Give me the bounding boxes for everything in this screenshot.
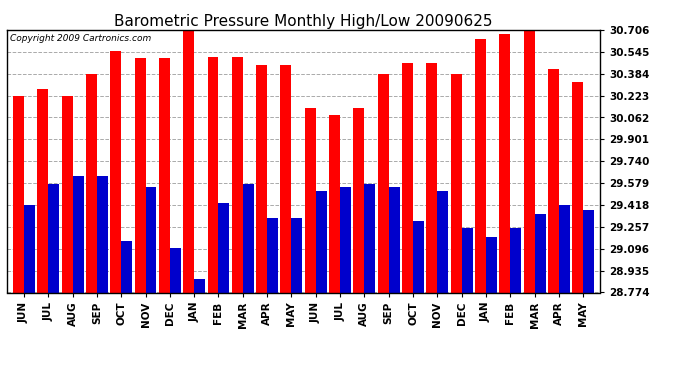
Bar bbox=[524, 28, 535, 292]
Bar bbox=[256, 65, 267, 292]
Bar bbox=[72, 176, 83, 292]
Bar bbox=[413, 221, 424, 292]
Bar bbox=[121, 242, 132, 292]
Bar bbox=[243, 184, 254, 292]
Bar bbox=[462, 228, 473, 292]
Title: Barometric Pressure Monthly High/Low 20090625: Barometric Pressure Monthly High/Low 200… bbox=[115, 14, 493, 29]
Bar bbox=[426, 63, 437, 292]
Bar bbox=[208, 57, 219, 292]
Bar bbox=[37, 89, 48, 292]
Bar bbox=[364, 184, 375, 292]
Bar bbox=[159, 58, 170, 292]
Bar bbox=[232, 57, 243, 292]
Bar bbox=[135, 58, 146, 292]
Bar bbox=[86, 74, 97, 292]
Bar bbox=[184, 28, 194, 292]
Bar bbox=[281, 65, 291, 292]
Bar bbox=[329, 115, 340, 292]
Bar bbox=[437, 191, 448, 292]
Bar bbox=[267, 218, 278, 292]
Bar bbox=[194, 279, 205, 292]
Bar bbox=[146, 187, 157, 292]
Text: Copyright 2009 Cartronics.com: Copyright 2009 Cartronics.com bbox=[10, 34, 151, 43]
Bar bbox=[583, 210, 594, 292]
Bar bbox=[402, 63, 413, 292]
Bar bbox=[486, 237, 497, 292]
Bar bbox=[13, 96, 24, 292]
Bar bbox=[353, 108, 364, 292]
Bar bbox=[511, 228, 521, 292]
Bar bbox=[316, 191, 326, 292]
Bar bbox=[500, 33, 511, 292]
Bar bbox=[291, 218, 302, 292]
Bar bbox=[388, 187, 400, 292]
Bar bbox=[340, 187, 351, 292]
Bar bbox=[475, 39, 486, 292]
Bar bbox=[305, 108, 316, 292]
Bar bbox=[110, 51, 121, 292]
Bar bbox=[48, 184, 59, 292]
Bar bbox=[378, 74, 388, 292]
Bar bbox=[535, 214, 546, 292]
Bar bbox=[559, 205, 570, 292]
Bar bbox=[219, 203, 229, 292]
Bar bbox=[97, 176, 108, 292]
Bar bbox=[572, 82, 583, 292]
Bar bbox=[24, 205, 35, 292]
Bar bbox=[451, 74, 462, 292]
Bar bbox=[170, 248, 181, 292]
Bar bbox=[61, 96, 72, 292]
Bar bbox=[548, 69, 559, 292]
